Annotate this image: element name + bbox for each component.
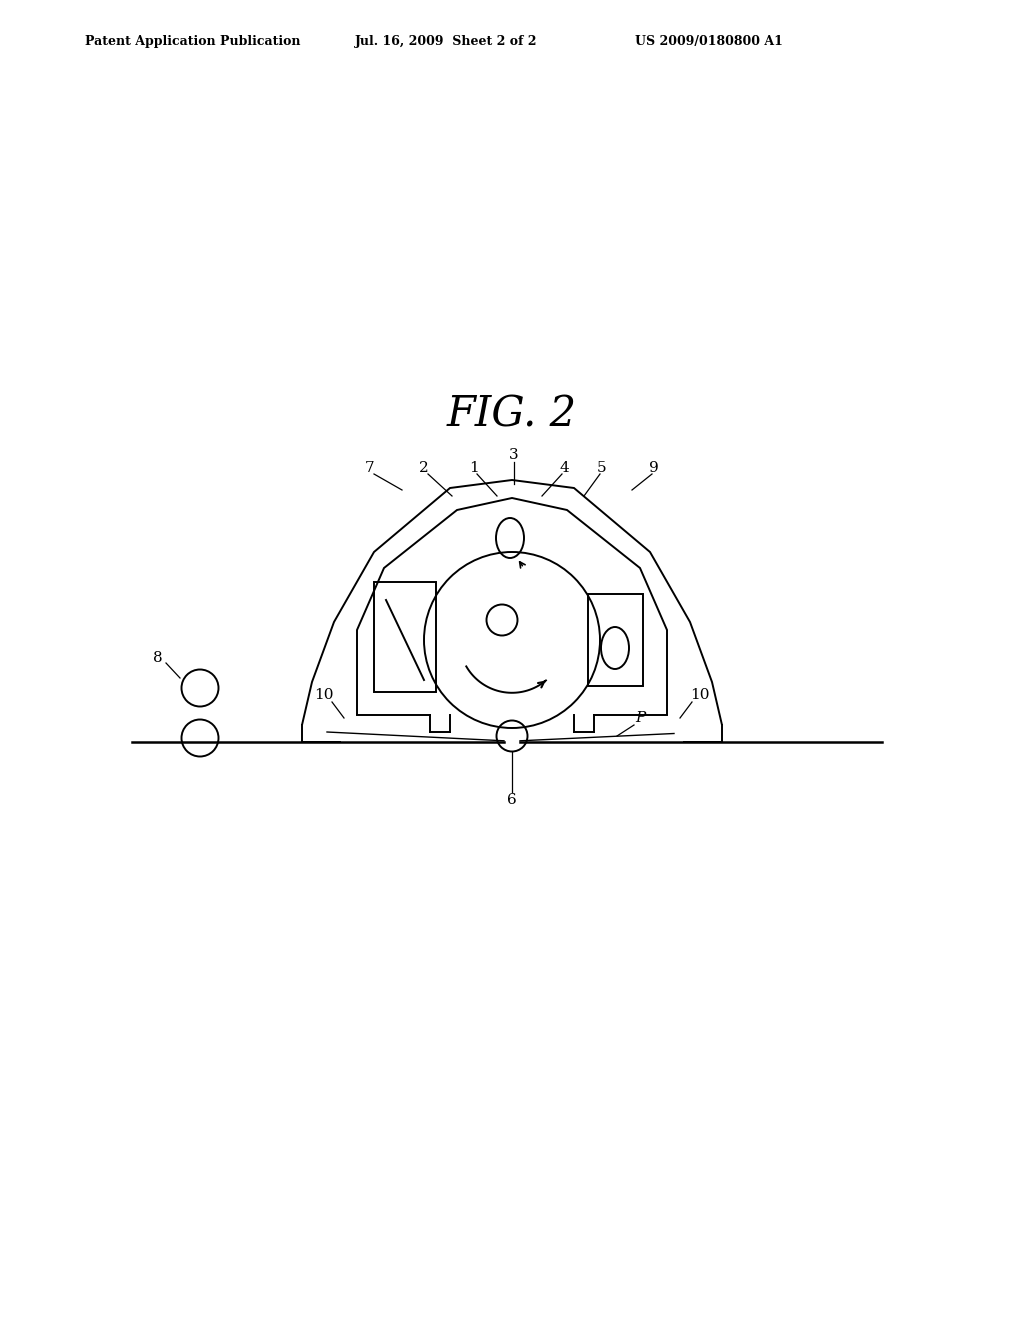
- Text: 2: 2: [419, 461, 429, 475]
- Bar: [588, 594, 643, 686]
- Text: 10: 10: [690, 688, 710, 702]
- Text: Jul. 16, 2009  Sheet 2 of 2: Jul. 16, 2009 Sheet 2 of 2: [355, 36, 538, 48]
- Text: 4: 4: [559, 461, 569, 475]
- Text: 1: 1: [469, 461, 479, 475]
- Text: P: P: [635, 711, 645, 725]
- Text: 9: 9: [649, 461, 658, 475]
- Text: 5: 5: [597, 461, 607, 475]
- Text: 10: 10: [314, 688, 334, 702]
- Text: 6: 6: [507, 793, 517, 807]
- Text: 8: 8: [154, 651, 163, 665]
- Text: FIG. 2: FIG. 2: [446, 393, 578, 436]
- Text: Patent Application Publication: Patent Application Publication: [85, 36, 300, 48]
- Text: 7: 7: [366, 461, 375, 475]
- Text: 3: 3: [509, 447, 519, 462]
- Text: US 2009/0180800 A1: US 2009/0180800 A1: [635, 36, 783, 48]
- Bar: [374, 582, 436, 692]
